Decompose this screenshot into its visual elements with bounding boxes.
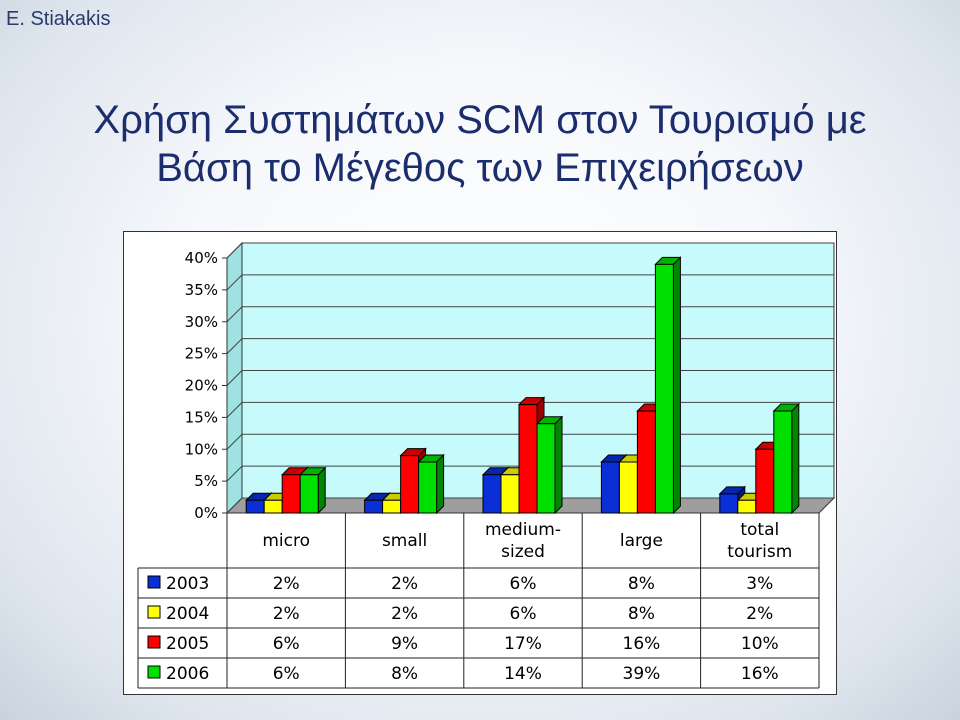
bar-side xyxy=(672,256,681,515)
table-value: 2% xyxy=(273,604,300,624)
table-value: 6% xyxy=(273,664,300,684)
bar xyxy=(737,499,757,514)
y-tick-label: 30% xyxy=(185,313,218,331)
slide-title-line2: Βάση το Μέγεθος των Επιχειρήσεων xyxy=(156,146,804,190)
legend-series-name: 2005 xyxy=(166,634,209,654)
gridline xyxy=(226,433,834,450)
category-label: total xyxy=(740,520,779,540)
bar xyxy=(245,499,265,514)
bar-side xyxy=(436,453,445,515)
bar xyxy=(654,263,674,514)
gridline xyxy=(226,306,834,323)
bar-chart: 0% 5% 10% 15% 20% 25% 30% 35% 40% micro small mediu… xyxy=(137,241,836,689)
legend-swatch xyxy=(147,665,161,679)
bar xyxy=(364,499,384,514)
y-tick-label: 15% xyxy=(185,408,218,426)
bar xyxy=(618,461,638,514)
author-label: E. Stiakakis xyxy=(6,8,111,30)
bar xyxy=(755,448,775,514)
y-tick-label: 5% xyxy=(194,472,218,490)
bar xyxy=(536,423,556,514)
legend-swatch xyxy=(147,635,161,649)
legend-series-name: 2006 xyxy=(166,664,209,684)
table-value: 2% xyxy=(273,574,300,594)
bar xyxy=(482,474,502,514)
table-value: 14% xyxy=(504,664,542,684)
gridline xyxy=(226,370,834,386)
y-tick-label: 10% xyxy=(185,440,218,458)
table-value: 16% xyxy=(623,634,661,654)
table-value: 16% xyxy=(741,664,779,684)
bar-side xyxy=(791,402,800,515)
bar xyxy=(636,410,656,514)
category-label: sized xyxy=(501,542,545,562)
y-tick-label: 25% xyxy=(185,345,218,363)
table-value: 8% xyxy=(628,574,655,594)
table-value: 3% xyxy=(746,574,773,594)
table-value: 2% xyxy=(746,604,773,624)
y-tick-label: 20% xyxy=(185,377,218,395)
bar xyxy=(418,461,438,514)
gridline xyxy=(226,274,834,291)
gridline xyxy=(226,401,834,418)
chart-frame: 0% 5% 10% 15% 20% 25% 30% 35% 40% micro small mediu… xyxy=(123,231,837,695)
category-label: medium- xyxy=(485,520,561,540)
y-tick-label: 0% xyxy=(194,504,218,522)
bar xyxy=(773,410,793,514)
table-value: 39% xyxy=(623,664,661,684)
bar xyxy=(263,499,283,514)
y-tick-label: 40% xyxy=(185,249,218,267)
legend-series-name: 2004 xyxy=(166,604,209,624)
slide-title-line1: Χρήση Συστημάτων SCM στον Τουρισμό με xyxy=(93,98,867,142)
legend-swatch xyxy=(147,575,161,589)
category-label: micro xyxy=(262,531,310,551)
gridline xyxy=(226,242,834,259)
table-value: 10% xyxy=(741,634,779,654)
bar xyxy=(400,455,420,514)
bar xyxy=(281,474,301,514)
bar xyxy=(600,461,620,514)
table-value: 8% xyxy=(391,664,418,684)
category-label: large xyxy=(620,531,663,551)
table-value: 6% xyxy=(273,634,300,654)
table-value: 6% xyxy=(510,574,537,594)
table-value: 8% xyxy=(628,604,655,624)
table-value: 17% xyxy=(504,634,542,654)
table-value: 2% xyxy=(391,604,418,624)
bar xyxy=(382,499,402,514)
slide-title: Χρήση Συστημάτων SCM στον Τουρισμό με Βά… xyxy=(0,96,960,192)
table-value: 2% xyxy=(391,574,418,594)
bar xyxy=(719,493,739,514)
bar xyxy=(518,404,538,514)
bar xyxy=(299,474,319,514)
bar-side xyxy=(317,466,326,515)
table-value: 6% xyxy=(510,604,537,624)
category-label: tourism xyxy=(727,542,792,562)
bar xyxy=(500,474,520,514)
y-tick-label: 35% xyxy=(185,281,218,299)
legend-series-name: 2003 xyxy=(166,574,209,594)
category-label: small xyxy=(382,531,427,551)
bar-side xyxy=(554,415,563,515)
gridline xyxy=(226,338,834,354)
table-value: 9% xyxy=(391,634,418,654)
legend-swatch xyxy=(147,605,161,619)
